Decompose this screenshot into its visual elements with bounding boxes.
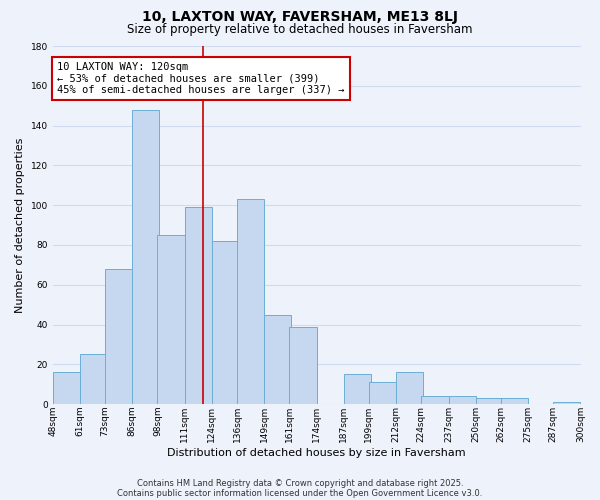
Bar <box>53 372 80 404</box>
Y-axis label: Number of detached properties: Number of detached properties <box>15 138 25 313</box>
Bar <box>476 398 503 404</box>
Bar <box>105 269 132 404</box>
Bar <box>421 396 449 404</box>
Bar <box>449 396 476 404</box>
Bar <box>501 398 528 404</box>
Bar <box>289 326 317 404</box>
Bar <box>396 372 424 404</box>
Bar <box>369 382 396 404</box>
Bar <box>185 207 212 404</box>
Bar <box>157 235 185 404</box>
X-axis label: Distribution of detached houses by size in Faversham: Distribution of detached houses by size … <box>167 448 466 458</box>
Bar <box>132 110 160 404</box>
Bar <box>212 241 239 404</box>
Text: 10, LAXTON WAY, FAVERSHAM, ME13 8LJ: 10, LAXTON WAY, FAVERSHAM, ME13 8LJ <box>142 10 458 24</box>
Bar <box>80 354 107 404</box>
Text: 10 LAXTON WAY: 120sqm
← 53% of detached houses are smaller (399)
45% of semi-det: 10 LAXTON WAY: 120sqm ← 53% of detached … <box>57 62 344 95</box>
Bar <box>237 199 264 404</box>
Text: Contains public sector information licensed under the Open Government Licence v3: Contains public sector information licen… <box>118 488 482 498</box>
Bar <box>553 402 580 404</box>
Text: Size of property relative to detached houses in Faversham: Size of property relative to detached ho… <box>127 22 473 36</box>
Bar <box>344 374 371 404</box>
Text: Contains HM Land Registry data © Crown copyright and database right 2025.: Contains HM Land Registry data © Crown c… <box>137 478 463 488</box>
Bar <box>264 314 292 404</box>
